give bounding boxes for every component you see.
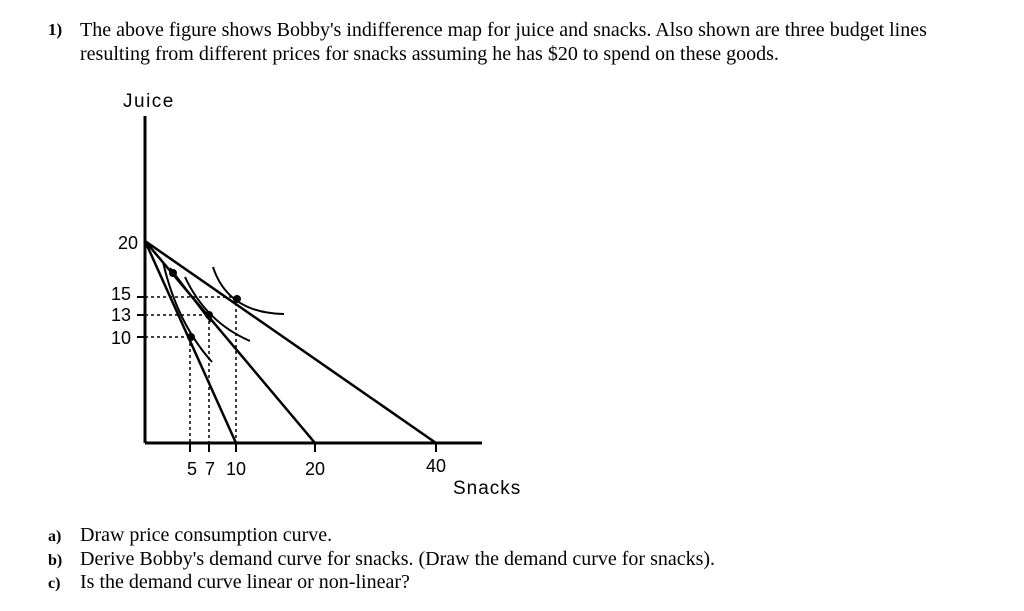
question-part: a) Draw price consumption curve. [48,524,988,548]
question-part: c) Is the demand curve linear or non-lin… [48,571,988,595]
budget-line [144,239,437,445]
part-text: Draw price consumption curve. [80,524,333,546]
x-tick-label: 5 [187,459,197,479]
part-letter: a) [48,528,62,545]
question-part: b) Derive Bobby's demand curve for snack… [48,548,988,572]
budget-line [143,240,238,444]
tangency-point [205,311,213,319]
x-tick-label: 7 [205,459,215,479]
y-axis-label: Juice [123,91,175,112]
part-text: Derive Bobby's demand curve for snacks. … [80,547,716,570]
x-axis-label: Snacks [453,478,521,499]
part-letter: c) [48,575,61,592]
y-tick-label: 20 [118,233,138,253]
budget-line-extra [169,267,212,323]
indifference-curve [162,261,213,363]
y-tick-label: 10 [111,328,131,348]
question-number: 1) [48,20,63,39]
y-tick-label: 15 [111,284,131,304]
y-tick-label: 13 [111,305,131,325]
x-tick-label: 40 [426,456,446,476]
tangency-point [233,295,241,303]
tangency-point [169,269,177,277]
question-text: The above figure shows Bobby's indiffere… [80,19,927,65]
question-parts: a) Draw price consumption curve. b) Deri… [48,524,988,595]
tangency-point [187,333,195,341]
part-letter: b) [48,551,63,569]
x-tick-label: 20 [305,459,325,479]
x-tick-label: 10 [226,459,246,479]
part-text: Is the demand curve linear or non-linear… [80,571,410,593]
indifference-curve [184,276,251,342]
indifference-curve [212,266,285,315]
